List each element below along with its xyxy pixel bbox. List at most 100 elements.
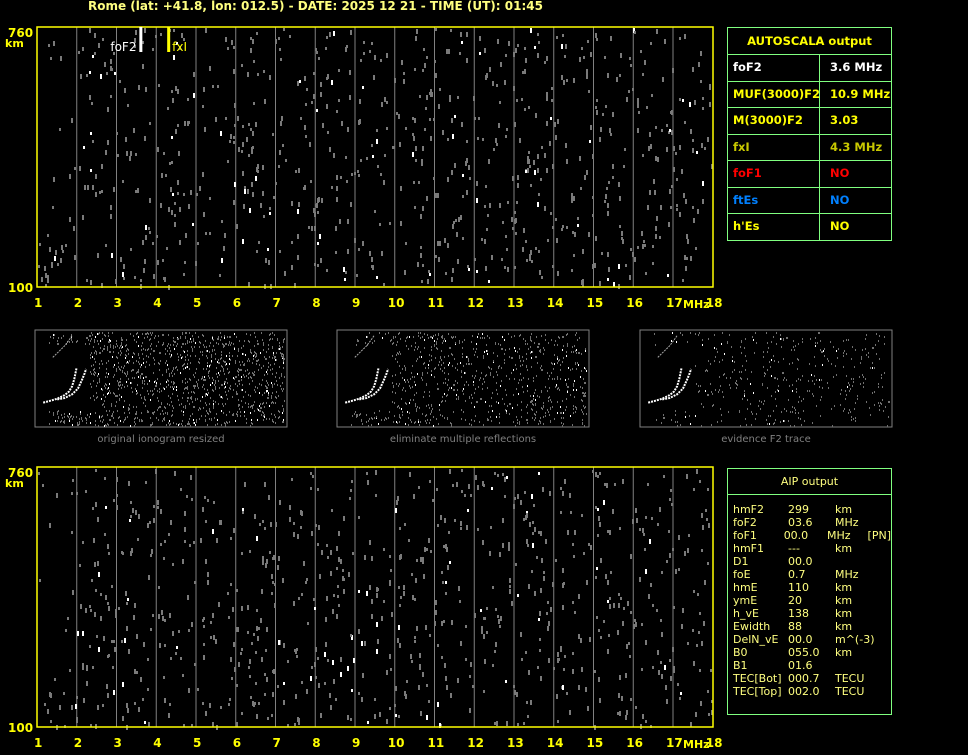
- noise-echo: [473, 384, 474, 386]
- noise-echo: [573, 389, 574, 391]
- noise-echo: [549, 375, 550, 377]
- noise-echo: [583, 56, 585, 59]
- noise-echo: [267, 382, 268, 384]
- noise-echo: [516, 99, 518, 102]
- noise-echo: [453, 389, 454, 391]
- noise-echo: [270, 522, 272, 527]
- noise-echo: [91, 332, 92, 334]
- y-tick-label: 100: [8, 281, 33, 295]
- noise-echo: [187, 366, 188, 368]
- noise-echo: [649, 132, 651, 137]
- noise-echo: [396, 500, 398, 505]
- noise-echo: [527, 715, 529, 718]
- noise-echo: [715, 389, 716, 391]
- noise-echo: [405, 242, 407, 245]
- noise-echo: [444, 393, 445, 395]
- noise-echo: [165, 353, 166, 355]
- noise-echo: [102, 415, 103, 417]
- noise-echo: [264, 406, 265, 408]
- noise-echo: [98, 333, 99, 335]
- noise-echo: [429, 273, 431, 276]
- noise-echo: [142, 698, 144, 701]
- noise-echo: [174, 471, 176, 476]
- noise-echo: [208, 371, 209, 373]
- noise-echo: [460, 32, 462, 37]
- noise-echo: [490, 526, 492, 529]
- noise-echo: [238, 662, 240, 667]
- noise-echo: [549, 396, 550, 398]
- noise-echo: [376, 139, 378, 144]
- noise-echo: [519, 379, 520, 381]
- noise-echo: [237, 355, 238, 357]
- noise-echo: [367, 721, 369, 724]
- noise-echo: [530, 346, 531, 348]
- noise-echo: [244, 189, 246, 194]
- x-tick-label: 2: [74, 736, 82, 750]
- noise-echo: [253, 404, 254, 406]
- noise-echo: [189, 418, 190, 420]
- noise-echo: [200, 538, 202, 543]
- noise-echo: [836, 374, 837, 376]
- noise-echo: [238, 371, 239, 373]
- x-tick-label: 14: [547, 736, 564, 750]
- noise-echo: [268, 362, 269, 364]
- noise-echo: [462, 347, 463, 349]
- noise-echo: [538, 343, 539, 345]
- noise-echo: [258, 409, 259, 411]
- noise-echo: [476, 343, 477, 345]
- noise-echo: [377, 165, 379, 168]
- noise-echo: [92, 666, 94, 669]
- noise-echo: [563, 668, 565, 671]
- noise-echo: [450, 422, 451, 424]
- noise-echo: [550, 212, 552, 215]
- noise-echo: [272, 392, 273, 394]
- noise-echo: [216, 538, 218, 543]
- noise-echo: [222, 384, 223, 386]
- noise-echo: [392, 382, 393, 384]
- noise-echo: [135, 417, 136, 419]
- noise-echo: [645, 516, 647, 519]
- noise-echo: [361, 697, 363, 702]
- noise-echo: [739, 371, 740, 373]
- noise-echo: [107, 107, 109, 112]
- noise-echo: [241, 376, 242, 378]
- noise-echo: [801, 424, 802, 426]
- noise-echo: [367, 344, 368, 346]
- noise-echo: [145, 349, 146, 351]
- noise-echo: [297, 81, 299, 86]
- noise-echo: [656, 29, 658, 34]
- noise-echo: [72, 479, 74, 482]
- aip-key: ymE: [733, 594, 758, 607]
- noise-echo: [210, 364, 211, 366]
- noise-echo: [655, 344, 656, 346]
- noise-echo: [499, 101, 501, 104]
- noise-echo: [110, 346, 111, 348]
- noise-echo: [229, 411, 230, 413]
- noise-echo: [95, 589, 97, 592]
- noise-echo: [105, 150, 107, 155]
- noise-echo: [435, 357, 436, 359]
- noise-echo: [175, 367, 176, 369]
- noise-echo: [594, 670, 596, 673]
- noise-echo: [369, 50, 371, 53]
- noise-echo: [479, 379, 480, 381]
- noise-echo: [117, 410, 118, 412]
- noise-echo: [534, 342, 535, 344]
- noise-echo: [114, 647, 116, 652]
- noise-echo: [367, 480, 369, 485]
- noise-echo: [259, 410, 260, 412]
- noise-echo: [279, 250, 281, 253]
- noise-echo: [450, 693, 452, 698]
- noise-echo: [182, 343, 183, 345]
- noise-echo: [200, 408, 201, 410]
- noise-echo: [183, 406, 184, 408]
- noise-echo: [525, 343, 526, 345]
- noise-echo: [506, 375, 507, 377]
- noise-echo: [381, 102, 383, 107]
- noise-echo: [419, 653, 421, 658]
- noise-echo: [189, 378, 190, 380]
- noise-echo: [663, 475, 665, 478]
- noise-echo: [39, 243, 41, 246]
- noise-echo: [268, 344, 269, 346]
- noise-echo: [225, 117, 227, 120]
